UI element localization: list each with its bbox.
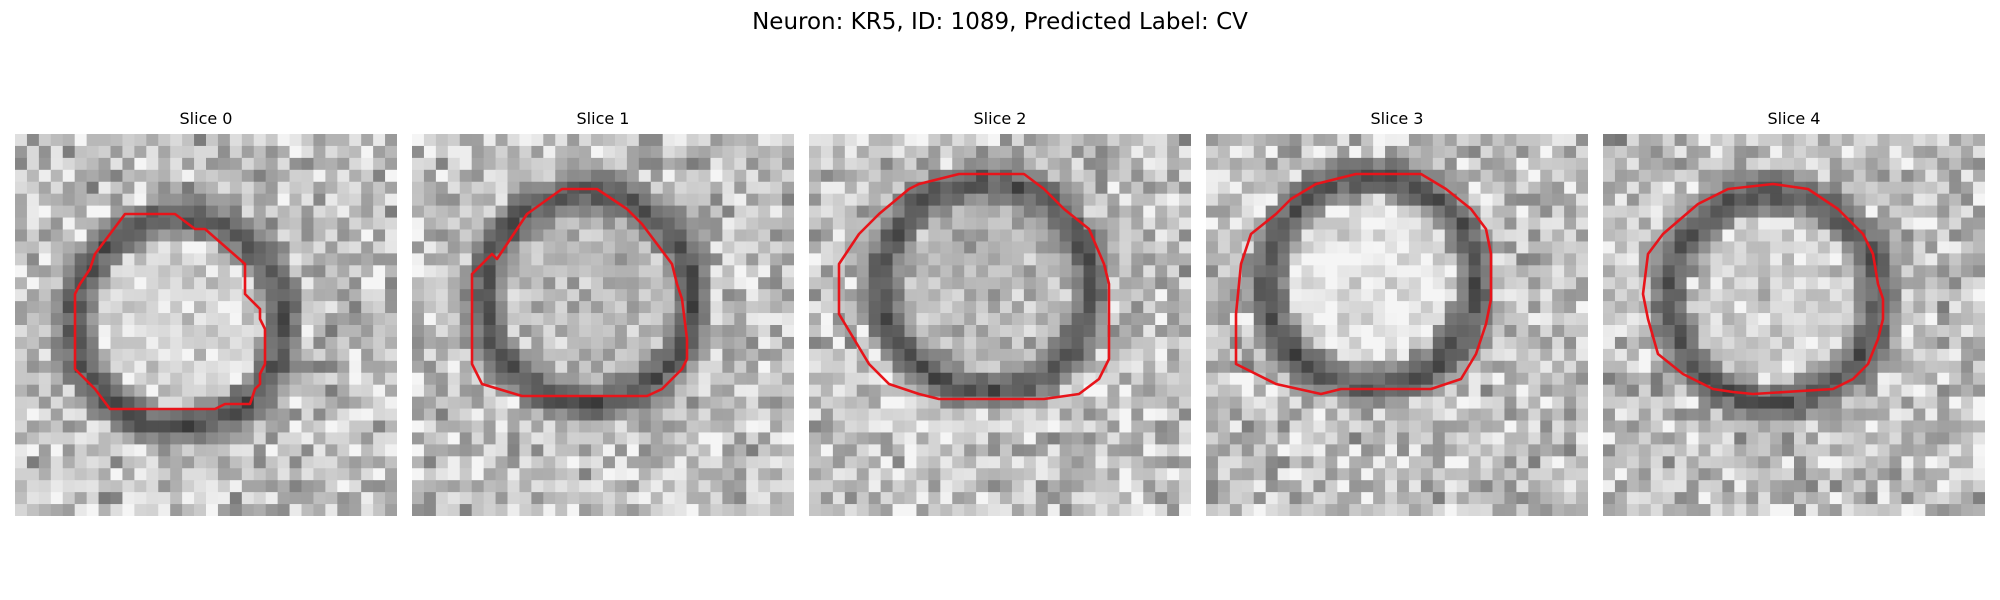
slice-title-1: Slice 1 xyxy=(576,109,630,128)
segmentation-contour-1 xyxy=(470,187,689,398)
slice-panel-1: Slice 1 xyxy=(412,108,794,518)
slice-title-3: Slice 3 xyxy=(1370,109,1424,128)
slice-image-0 xyxy=(15,134,397,516)
slice-panel-3: Slice 3 xyxy=(1206,108,1588,518)
segmentation-contour-4 xyxy=(1641,182,1885,396)
slice-image-1 xyxy=(412,134,794,516)
slice-panel-0: Slice 0 xyxy=(15,108,397,518)
slice-panel-2: Slice 2 xyxy=(809,108,1191,518)
slice-image-4 xyxy=(1603,134,1985,516)
slice-title-4: Slice 4 xyxy=(1767,109,1821,128)
slice-panel-4: Slice 4 xyxy=(1603,108,1985,518)
slice-title-2: Slice 2 xyxy=(973,109,1027,128)
segmentation-contour-2 xyxy=(837,172,1111,401)
figure-title: Neuron: KR5, ID: 1089, Predicted Label: … xyxy=(752,9,1248,35)
segmentation-contour-3 xyxy=(1234,172,1493,396)
segmentation-contour-0 xyxy=(73,212,267,411)
slice-title-0: Slice 0 xyxy=(179,109,233,128)
slice-image-3 xyxy=(1206,134,1588,516)
slice-image-2 xyxy=(809,134,1191,516)
